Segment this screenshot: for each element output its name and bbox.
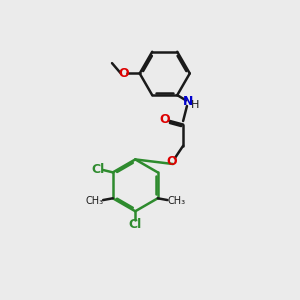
Text: Cl: Cl bbox=[129, 218, 142, 231]
Text: O: O bbox=[118, 67, 128, 80]
Text: N: N bbox=[183, 95, 194, 108]
Text: CH₃: CH₃ bbox=[85, 196, 103, 206]
Text: O: O bbox=[160, 113, 170, 126]
Text: CH₃: CH₃ bbox=[167, 196, 185, 206]
Text: Cl: Cl bbox=[91, 163, 104, 176]
Text: O: O bbox=[166, 154, 177, 168]
Text: H: H bbox=[191, 100, 199, 110]
